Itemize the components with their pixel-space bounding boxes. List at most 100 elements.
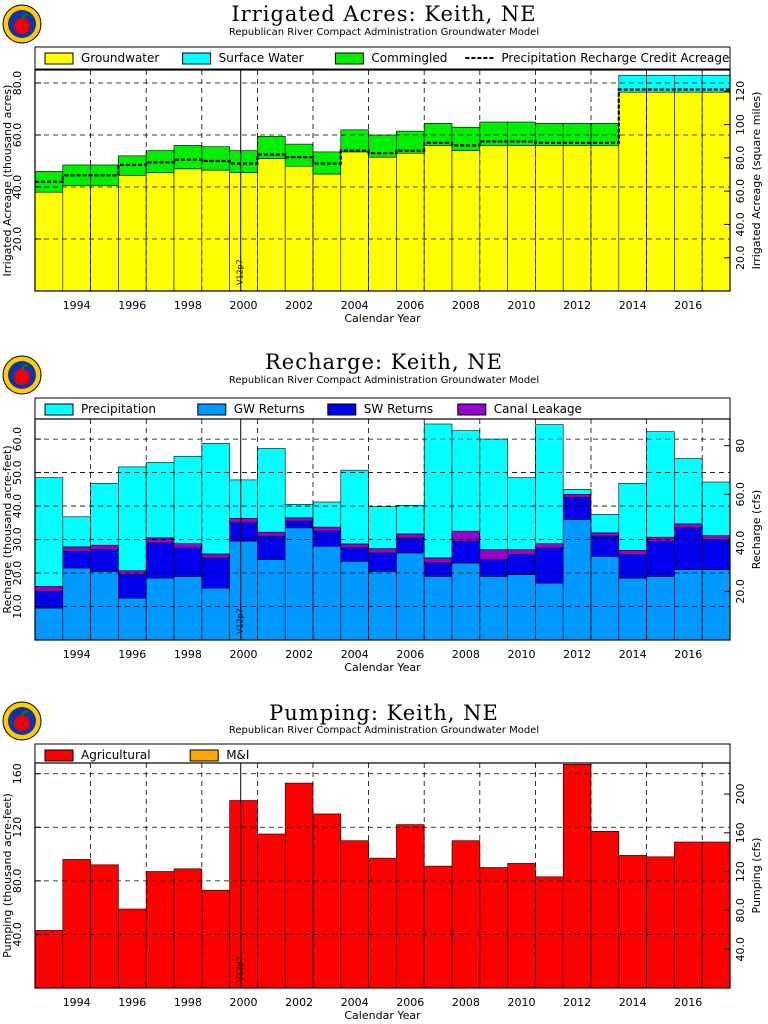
plot-frame: [34, 418, 731, 641]
chart-subtitle: Republican River Compact Administration …: [228, 725, 540, 736]
legend-swatch: [44, 749, 74, 762]
bar-segment: [34, 477, 64, 587]
bar-segment: [618, 550, 647, 556]
apple-seal-icon: [2, 4, 42, 44]
x-tick-label: 2014: [619, 996, 647, 1009]
y-axis-title-right: Pumping (cfs): [750, 838, 763, 914]
x-tick-label: 1998: [174, 648, 202, 661]
bar-segment: [284, 527, 314, 641]
y-tick-label-right: 160: [734, 822, 747, 843]
x-tick-label: 2004: [341, 299, 369, 312]
bar-segment: [201, 169, 230, 292]
x-tick-label: 2012: [563, 648, 591, 661]
bar-segment: [201, 146, 230, 171]
bar-segment: [674, 91, 703, 292]
bar-segment: [201, 889, 230, 989]
x-tick-label: 1998: [174, 299, 202, 312]
bar-segment: [118, 175, 147, 292]
bar-segment: [562, 519, 592, 641]
bar-segment: [173, 576, 203, 641]
bar-segment: [423, 557, 453, 564]
bar-segment: [312, 530, 342, 547]
x-tick-label: 2000: [230, 996, 258, 1009]
pumping-panel: Pumping: Keith, NE Republican River Comp…: [0, 695, 768, 1024]
bar-segment: [507, 549, 536, 555]
x-tick-label: 2002: [285, 299, 313, 312]
x-tick-label: 2010: [508, 996, 536, 1009]
bar-segment: [479, 145, 508, 292]
bar-segment: [479, 559, 508, 577]
x-axis-title: Calendar Year: [344, 661, 421, 674]
chart-title: Irrigated Acres: Keith, NE: [231, 2, 537, 26]
y-tick-label: 40.0: [11, 175, 24, 200]
apple-seal-icon: [2, 701, 42, 741]
y-tick-label: 60.0: [11, 427, 24, 452]
y-tick-label-right: 20.0: [734, 579, 747, 604]
y-tick-label: 160: [11, 763, 24, 784]
bar-segment: [701, 841, 731, 989]
bar-segment: [145, 462, 175, 539]
bar-segment: [229, 172, 258, 292]
bar-segment: [201, 587, 230, 641]
bar-segment: [701, 539, 731, 570]
bar-segment: [590, 532, 620, 537]
bar-segment: [396, 552, 425, 641]
x-tick-label: 2008: [452, 299, 480, 312]
bar-segment: [257, 559, 286, 641]
bar-segment: [312, 173, 342, 292]
x-tick-label: 2000: [230, 648, 258, 661]
y-tick-label: 50.0: [11, 460, 24, 485]
bar-segment: [284, 165, 314, 292]
bar-segment: [507, 863, 536, 989]
bar-segment: [562, 494, 592, 498]
bar-segment: [118, 466, 147, 572]
bar-segment: [674, 458, 703, 525]
x-tick-label: 1998: [174, 996, 202, 1009]
y-tick-label-right: 120: [734, 81, 747, 102]
bar-segment: [340, 469, 369, 545]
bar-segment: [535, 876, 564, 989]
bar-segment: [62, 859, 91, 989]
legend-label: GW Returns: [234, 402, 305, 416]
bar-segment: [284, 782, 314, 989]
bar-segment: [118, 908, 147, 989]
bar-segment: [646, 856, 675, 989]
x-tick-label: 2016: [674, 996, 702, 1009]
plot-frame: [34, 69, 731, 292]
bar-segment: [340, 561, 369, 641]
bar-segment: [90, 571, 119, 641]
bar-segment: [674, 841, 703, 989]
bar-segment: [90, 483, 119, 546]
x-tick-label: 1994: [63, 299, 91, 312]
bar-segment: [562, 145, 592, 292]
bar-segment: [423, 145, 453, 292]
chart-title: Pumping: Keith, NE: [269, 701, 499, 725]
x-tick-label: 1994: [63, 648, 91, 661]
legend-label: Precipitation: [81, 402, 156, 416]
bar-segment: [535, 547, 564, 584]
bar-segment: [145, 577, 175, 641]
bar-segment: [535, 582, 564, 641]
bar-segment: [535, 424, 564, 544]
y-tick-label-right: 120: [734, 861, 747, 882]
x-tick-label: 2010: [508, 648, 536, 661]
legend-swatch: [197, 403, 227, 416]
x-tick-label: 2002: [285, 996, 313, 1009]
y-tick-label-right: 200: [734, 784, 747, 805]
bar-segment: [562, 497, 592, 520]
bar-segment: [396, 505, 425, 535]
chart-title: Recharge: Keith, NE: [265, 350, 503, 374]
bar-segment: [674, 523, 703, 529]
bar-segment: [229, 522, 258, 542]
bar-segment: [284, 520, 314, 529]
bar-segment: [590, 556, 620, 641]
bar-segment: [118, 574, 147, 599]
x-tick-label: 1994: [63, 996, 91, 1009]
legend-label: M&I: [226, 748, 249, 762]
bar-segment: [145, 172, 175, 292]
pumping-chart: Agricultural M&I 40.0 80.0 120 160 1994 1996 199…: [1, 743, 763, 1022]
bar-segment: [62, 516, 91, 548]
bar-segment: [646, 576, 675, 641]
bar-segment: [479, 438, 508, 550]
bar-segment: [145, 537, 175, 544]
